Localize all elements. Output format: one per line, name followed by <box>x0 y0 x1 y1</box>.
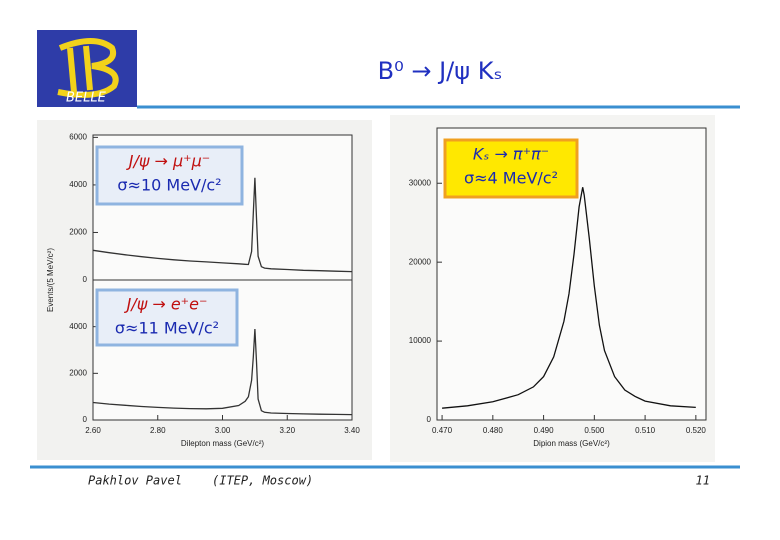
x-tick-label: 0.490 <box>534 426 555 435</box>
y-tick-label: 4000 <box>69 180 87 189</box>
annotation: σ≈4 MeV/c² <box>464 169 558 188</box>
x-tick-label: 2.60 <box>85 426 101 435</box>
x-tick-label: 0.510 <box>635 426 656 435</box>
annotation: σ≈11 MeV/c² <box>115 319 219 338</box>
affiliation: (ITEP, Moscow) <box>212 474 313 488</box>
data-line <box>92 328 353 416</box>
y-tick-label: 20000 <box>409 257 432 266</box>
charts: 0 2000 4000 6000 Events/(5 MeV/c²) J/ψ → μ⁺μ⁻… <box>46 127 707 448</box>
x-tick-label: 2.80 <box>150 426 166 435</box>
annotation: σ≈10 MeV/c² <box>117 176 221 195</box>
x-tick-label: 0.480 <box>483 426 504 435</box>
y-tick-label: 2000 <box>69 368 87 377</box>
author: Pakhlov Pavel <box>88 474 182 488</box>
y-tick-label: 2000 <box>69 228 87 237</box>
y-tick-label: 30000 <box>409 178 432 187</box>
y-axis-label: Events/(5 MeV/c²) <box>46 248 55 312</box>
annotation-box <box>443 138 579 199</box>
logo-mark <box>57 38 119 98</box>
x-tick-label: 0.520 <box>686 426 707 435</box>
y-tick-label: 0 <box>83 275 88 284</box>
y-tick-label: 4000 <box>69 322 87 331</box>
annotation: J/ψ → e⁺e⁻ <box>124 295 208 314</box>
x-tick-label: 3.20 <box>279 426 295 435</box>
y-tick-label: 0 <box>83 415 88 424</box>
logo-text: BELLE <box>66 91 107 106</box>
x-axis-label: Dipion mass (GeV/c²) <box>533 439 610 448</box>
y-tick-label: 10000 <box>409 336 432 345</box>
annotation: J/ψ → μ⁺μ⁻ <box>126 152 211 171</box>
x-axis-label: Dilepton mass (GeV/c²) <box>181 439 264 448</box>
x-tick-label: 3.40 <box>344 426 360 435</box>
annotation-box <box>95 145 244 206</box>
x-tick-label: 0.470 <box>432 426 453 435</box>
annotation: Kₛ → π⁺π⁻ <box>473 145 549 164</box>
annotation-box <box>95 288 239 347</box>
data-line <box>92 177 353 273</box>
data-line <box>442 187 696 409</box>
slide-title: B⁰ → J/ψ Kₛ <box>378 57 503 85</box>
x-tick-label: 3.00 <box>215 426 231 435</box>
y-tick-label: 0 <box>427 415 432 424</box>
y-tick-label: 6000 <box>69 132 87 141</box>
x-tick-label: 0.500 <box>584 426 605 435</box>
page-number: 11 <box>696 474 710 488</box>
